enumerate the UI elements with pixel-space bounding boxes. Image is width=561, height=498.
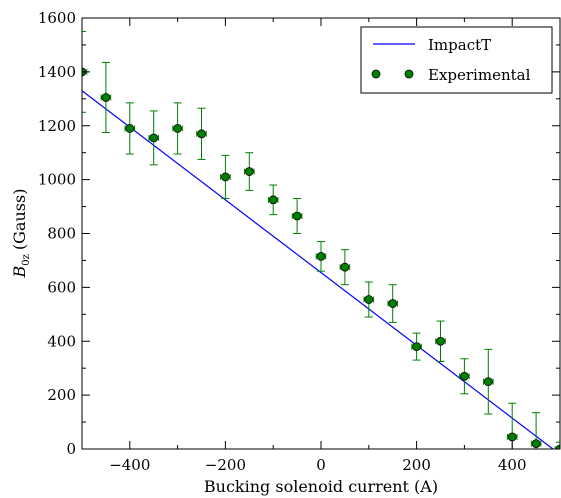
data-point-1 (100, 61, 112, 133)
legend-box (360, 26, 553, 94)
data-marker (364, 295, 374, 304)
data-point-5 (196, 107, 207, 160)
x-tick-label: 200 (402, 456, 431, 474)
data-point-7 (244, 152, 255, 191)
data-marker (340, 262, 350, 272)
y-tick-label: 1600 (38, 9, 76, 27)
data-marker (268, 195, 278, 205)
y-axis-label-subscript: 0z (21, 254, 32, 266)
data-marker (125, 124, 135, 133)
y-tick-label: 1200 (38, 117, 76, 135)
data-point-20 (554, 441, 560, 449)
data-marker (197, 129, 206, 139)
data-point-3 (148, 110, 159, 166)
x-tick-label: −400 (109, 456, 150, 474)
data-point-11 (339, 249, 351, 286)
legend-label-experimental: Experimental (428, 66, 531, 84)
y-tick-label: 600 (47, 278, 76, 296)
tick-labels-layer: −400 −200 0 200 400 0 200 400 600 800 1000 1200 1400… (38, 9, 527, 474)
data-point-19 (530, 412, 542, 449)
data-marker (436, 336, 445, 346)
y-tick-label: 0 (66, 440, 76, 458)
data-point-17 (483, 348, 494, 415)
legend-marker-experimental-2 (404, 69, 414, 79)
data-point-4 (172, 102, 183, 155)
x-tick-label: −200 (205, 456, 246, 474)
impactt-line (82, 90, 554, 449)
data-point-9 (291, 197, 303, 234)
ticks-layer (81, 17, 561, 450)
data-marker (507, 432, 517, 442)
data-point-14 (411, 332, 422, 361)
y-axis-label-unit: (Gauss) (10, 189, 29, 251)
data-marker (555, 444, 560, 449)
data-point-12 (363, 281, 375, 318)
data-point-10 (315, 241, 327, 272)
data-marker (388, 299, 398, 308)
data-marker (149, 133, 159, 143)
data-point-2 (124, 102, 136, 155)
data-marker (173, 124, 183, 133)
data-marker (531, 439, 541, 449)
legend-label-impactt: ImpactT (428, 36, 491, 54)
data-point-8 (267, 184, 279, 216)
y-tick-label: 800 (47, 225, 76, 243)
x-axis-label: Bucking solenoid current (A) (204, 477, 438, 496)
data-marker (292, 211, 302, 221)
y-tick-label: 1000 (38, 171, 76, 189)
data-marker (220, 172, 230, 182)
y-tick-label: 200 (47, 386, 76, 404)
legend-marker-experimental-1 (371, 69, 381, 79)
y-tick-label: 400 (47, 332, 76, 350)
data-marker (244, 167, 254, 176)
data-marker (101, 93, 111, 102)
data-marker (412, 342, 422, 352)
data-point-6 (220, 154, 231, 199)
y-axis-label: B0z (Gauss) (10, 189, 32, 279)
data-point-16 (459, 358, 470, 395)
data-marker (459, 371, 469, 381)
data-point-13 (387, 284, 398, 323)
y-tick-label: 1400 (38, 63, 76, 81)
x-tick-label: 400 (498, 456, 527, 474)
data-layer (82, 30, 560, 449)
x-tick-label: 0 (316, 456, 326, 474)
data-point-18 (506, 402, 518, 449)
data-marker (483, 377, 493, 387)
data-marker (316, 251, 326, 261)
y-axis-label-symbol: B (10, 265, 29, 278)
data-point-15 (435, 320, 446, 362)
legend: ImpactT Experimental (360, 26, 553, 94)
